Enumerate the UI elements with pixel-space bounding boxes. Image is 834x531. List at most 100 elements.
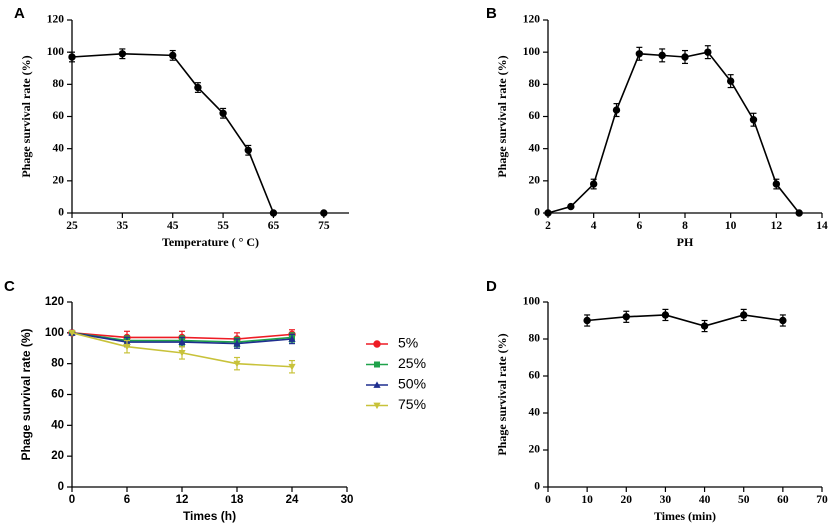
- panel-a: A 0 20 40 60 80 100 120 25 35 45 55 65 75 Temperature …: [14, 5, 349, 249]
- y-tick-label: 60: [529, 370, 541, 382]
- x-tick-label: 6: [636, 220, 642, 232]
- x-tick-label: 75: [318, 220, 330, 232]
- legend-marker: [373, 402, 381, 410]
- legend: 5% 25% 50% 75%: [366, 335, 426, 412]
- legend-label: 25%: [398, 355, 426, 371]
- series-uv-stability: [583, 308, 787, 333]
- data-point: [219, 109, 227, 117]
- x-tick-label: 70: [816, 494, 828, 506]
- y-tick-label: 100: [47, 46, 65, 58]
- data-point: [772, 180, 781, 188]
- series-line: [71, 52, 275, 214]
- data-point: [658, 51, 666, 60]
- y-tick-label: 20: [51, 450, 64, 462]
- data-point: [68, 53, 76, 61]
- data-point: [194, 83, 202, 92]
- x-axis-label: Times (min): [654, 509, 716, 523]
- y-axis-label: Phage survival rate (%): [495, 333, 509, 455]
- legend-label: 75%: [398, 396, 426, 412]
- data-point: [635, 50, 644, 58]
- panel-label: A: [14, 5, 25, 22]
- data-point: [700, 322, 709, 330]
- data-point: [704, 48, 712, 56]
- y-tick-label: 60: [53, 110, 65, 122]
- x-tick-label: 12: [176, 494, 189, 506]
- data-point: [583, 316, 591, 325]
- data-point: [795, 209, 803, 217]
- y-tick-label: 80: [53, 78, 65, 90]
- y-tick-label: 80: [529, 78, 541, 90]
- x-tick-label: 24: [286, 494, 299, 506]
- x-axis-label: Temperature ( ° C): [162, 235, 259, 249]
- data-point: [123, 343, 131, 351]
- data-point: [681, 53, 689, 61]
- y-tick-label: 0: [58, 207, 64, 219]
- panel-d: D 0 20 40 60 80 100 0 10 20 30 40 50 60 70 Times (min) P…: [486, 278, 828, 523]
- y-tick-label: 20: [529, 174, 541, 186]
- y-tick-label: 120: [45, 296, 64, 308]
- y-axis-label: Phage survival rate (%): [495, 55, 509, 177]
- y-tick-label: 40: [529, 142, 541, 154]
- x-tick-label: 30: [660, 494, 672, 506]
- x-tick-label: 55: [217, 220, 229, 232]
- x-tick-label: 0: [545, 494, 551, 506]
- x-tick-label: 20: [621, 494, 633, 506]
- data-point: [178, 338, 186, 345]
- y-tick-label: 20: [529, 444, 541, 456]
- data-point: [661, 311, 670, 319]
- y-tick-label: 60: [529, 110, 541, 122]
- data-point: [233, 340, 241, 347]
- panel-label: D: [486, 278, 497, 295]
- data-point: [233, 360, 241, 368]
- legend-marker: [373, 340, 381, 348]
- y-axis-label: Phage survival rate (%): [19, 55, 33, 177]
- data-point: [740, 311, 748, 319]
- panel-label: B: [486, 5, 497, 22]
- data-point: [288, 335, 296, 342]
- x-tick-label: 30: [341, 494, 354, 506]
- y-tick-label: 100: [523, 296, 541, 308]
- data-point: [622, 313, 630, 321]
- legend-label: 5%: [398, 335, 418, 351]
- data-point: [169, 51, 177, 60]
- x-tick-label: 10: [725, 220, 737, 232]
- data-point: [779, 316, 787, 325]
- data-point: [320, 209, 328, 217]
- y-tick-label: 80: [51, 358, 64, 370]
- legend-marker: [374, 361, 380, 368]
- x-tick-label: 0: [69, 494, 75, 506]
- y-tick-label: 120: [47, 14, 65, 26]
- data-point: [288, 363, 296, 371]
- panel-c: C 0 20 40 60 80 100 120 0 6 12 18 24 30 Times (h) Phage…: [4, 278, 426, 523]
- y-tick-label: 20: [53, 174, 65, 186]
- y-tick-label: 80: [529, 333, 541, 345]
- y-tick-label: 100: [523, 46, 541, 58]
- x-tick-label: 6: [124, 494, 130, 506]
- x-tick-label: 65: [268, 220, 280, 232]
- y-tick-label: 0: [58, 481, 64, 493]
- series-line: [587, 314, 783, 327]
- x-axis-label: PH: [677, 235, 694, 249]
- x-tick-label: 14: [816, 220, 828, 232]
- series-line: [547, 51, 800, 214]
- y-tick-label: 40: [53, 142, 65, 154]
- x-axis-label: Times (h): [183, 509, 236, 523]
- x-tick-label: 45: [167, 220, 179, 232]
- x-tick-label: 18: [231, 494, 244, 506]
- data-point: [749, 116, 758, 124]
- data-point: [118, 50, 127, 58]
- y-tick-label: 120: [523, 14, 541, 26]
- x-tick-label: 10: [581, 494, 593, 506]
- data-point: [269, 209, 278, 217]
- data-point: [244, 146, 252, 154]
- x-tick-label: 8: [682, 220, 688, 232]
- data-point: [612, 106, 621, 114]
- series-temperature-stability: [68, 48, 328, 217]
- data-point: [68, 329, 76, 337]
- data-point: [178, 349, 186, 357]
- y-tick-label: 40: [51, 419, 64, 431]
- panel-b: B 0 20 40 60 80 100 120 2 4 6 8 10 12 14 PH Phage surviv…: [486, 5, 828, 249]
- x-tick-label: 4: [591, 220, 597, 232]
- x-tick-label: 35: [117, 220, 129, 232]
